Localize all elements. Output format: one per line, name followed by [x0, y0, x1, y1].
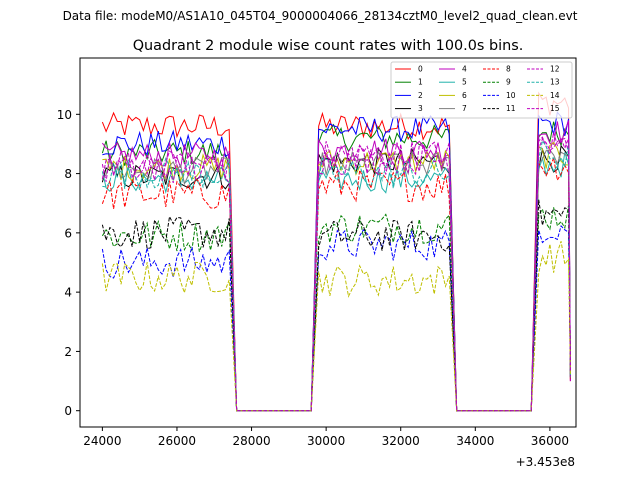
legend-label-8: 8 — [506, 65, 511, 74]
series-line-13 — [102, 139, 571, 412]
x-tick-label: 28000 — [232, 434, 270, 448]
legend-label-7: 7 — [462, 104, 467, 113]
legend-label-15: 15 — [550, 104, 560, 113]
y-tick-label: 10 — [57, 108, 72, 122]
x-tick-label: 34000 — [456, 434, 494, 448]
series-line-12 — [101, 132, 571, 412]
y-tick-label: 4 — [64, 286, 72, 300]
x-offset-label: +3.453e8 — [516, 455, 575, 469]
series-line-10 — [101, 224, 571, 412]
legend-frame — [390, 61, 573, 119]
legend-label-14: 14 — [550, 91, 560, 100]
legend-label-3: 3 — [418, 104, 423, 113]
legend-label-10: 10 — [506, 91, 516, 100]
chart-title: Quadrant 2 module wise count rates with … — [133, 38, 524, 54]
legend-label-12: 12 — [550, 65, 560, 74]
legend-label-9: 9 — [506, 78, 511, 87]
x-tick-label: 30000 — [307, 434, 345, 448]
legend-label-2: 2 — [418, 91, 423, 100]
legend-label-6: 6 — [462, 91, 467, 100]
plot-frame — [79, 57, 577, 428]
series-line-2 — [102, 111, 571, 412]
y-tick-label: 6 — [64, 226, 72, 240]
y-tick-label: 0 — [64, 404, 72, 418]
legend-label-13: 13 — [550, 78, 560, 87]
x-tick-label: 24000 — [83, 434, 121, 448]
legend-label-4: 4 — [462, 65, 467, 74]
series-layer — [101, 91, 571, 412]
x-tick-label: 32000 — [382, 434, 420, 448]
y-tick-label: 2 — [64, 345, 72, 359]
series-line-14 — [101, 241, 571, 412]
series-line-8 — [101, 155, 571, 412]
x-tick-label: 26000 — [158, 434, 196, 448]
legend-label-1: 1 — [418, 78, 423, 87]
series-line-15 — [101, 137, 571, 412]
suptitle: Data file: modeM0/AS1A10_045T04_90000040… — [63, 9, 578, 23]
y-tick-label: 8 — [64, 167, 72, 181]
legend-label-5: 5 — [462, 78, 467, 87]
series-line-11 — [101, 199, 571, 412]
axes-layer: 24000 26000 28000 30000 32000 34000 36000 0 2 4 6 8… — [57, 108, 569, 448]
series-line-7 — [102, 149, 571, 412]
series-line-4 — [101, 120, 571, 412]
legend-label-0: 0 — [418, 65, 423, 74]
series-line-9 — [101, 205, 571, 412]
series-line-5 — [101, 152, 571, 412]
legend-label-11: 11 — [506, 104, 516, 113]
x-tick-label: 36000 — [531, 434, 569, 448]
series-line-1 — [101, 121, 571, 412]
